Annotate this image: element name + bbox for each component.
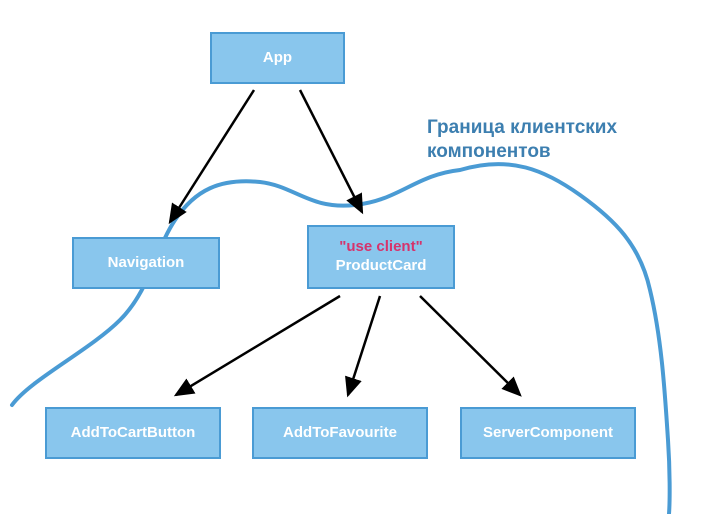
boundary-annotation: Граница клиентских компонентов (427, 116, 617, 164)
edge-product-addfav (348, 296, 380, 395)
client-boundary-curve (12, 164, 670, 514)
annotation-line1: Граница клиентских (427, 116, 617, 140)
node-addcart: AddToCartButton (45, 407, 221, 459)
node-app-label: App (263, 49, 292, 68)
edge-app-nav (170, 90, 254, 222)
node-server-label: ServerComponent (483, 424, 613, 443)
edge-product-server (420, 296, 520, 395)
node-addfav-label: AddToFavourite (283, 424, 397, 443)
node-nav-label: Navigation (108, 254, 185, 273)
edge-app-product (300, 90, 362, 212)
node-nav: Navigation (72, 237, 220, 289)
edge-product-addcart (176, 296, 340, 395)
node-product: "use client"ProductCard (307, 225, 455, 289)
annotation-line2: компонентов (427, 140, 617, 164)
node-addcart-label: AddToCartButton (71, 424, 196, 443)
node-addfav: AddToFavourite (252, 407, 428, 459)
node-product-directive: "use client" (339, 238, 422, 257)
node-product-label: ProductCard (336, 257, 427, 276)
node-app: App (210, 32, 345, 84)
node-server: ServerComponent (460, 407, 636, 459)
